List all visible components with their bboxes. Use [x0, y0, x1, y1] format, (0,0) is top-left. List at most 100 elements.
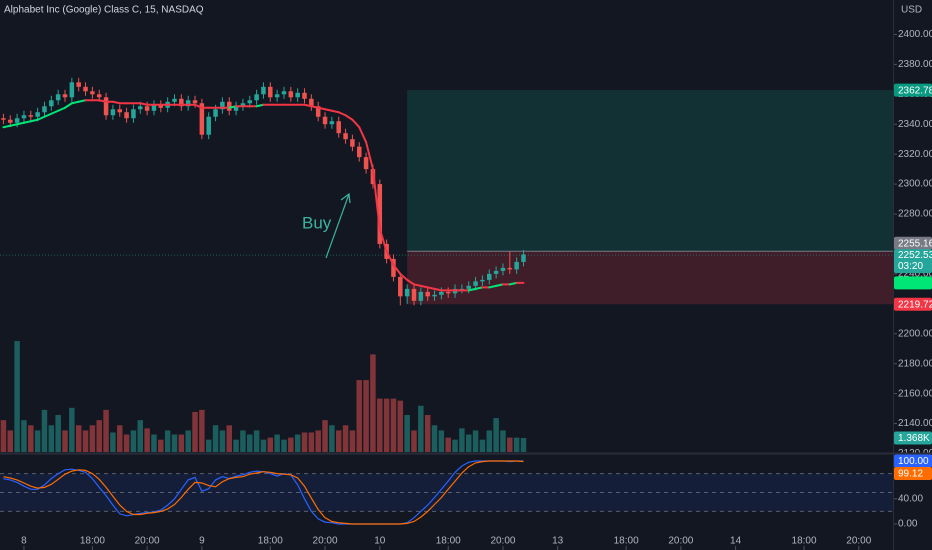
main-layer: [1, 77, 526, 525]
candle-body: [213, 109, 218, 117]
x-tick-label: 18:00: [614, 536, 639, 547]
candle-body: [49, 100, 54, 107]
ema-segment: [43, 112, 53, 118]
volume-bar: [349, 430, 356, 452]
buy-annotation: Buy: [302, 213, 332, 232]
volume-bar: [315, 430, 321, 452]
candle-body: [233, 106, 239, 111]
candle-body: [90, 91, 95, 95]
ema-segment: [488, 284, 498, 289]
ema-segment: [139, 102, 149, 106]
candle-body: [377, 184, 383, 244]
ema-segment: [16, 121, 25, 126]
ema-segment: [371, 168, 381, 230]
volume-bar: [294, 434, 301, 452]
ema-segment: [385, 250, 395, 266]
target-badge-text: 2362.78: [898, 85, 932, 96]
volume-bar: [281, 439, 287, 452]
y-tick-label: 2240.00: [898, 269, 932, 280]
volume-bar: [151, 434, 157, 452]
candle-body: [261, 86, 266, 95]
volume-bar: [199, 409, 205, 452]
candle-body: [240, 103, 246, 107]
candle-body: [309, 98, 314, 107]
candle-body: [172, 98, 177, 102]
candle-body: [247, 100, 253, 104]
volume-bar: [445, 437, 451, 452]
volume-bar: [383, 398, 390, 452]
candle-body: [487, 273, 492, 280]
y-tick-label: 2160.00: [898, 388, 932, 399]
volume-bar: [185, 430, 191, 452]
candle-body: [138, 106, 143, 110]
volume-bar: [308, 432, 315, 452]
candle-body: [1, 118, 6, 120]
ema-segment: [317, 106, 327, 111]
volume-bar: [130, 430, 137, 452]
ema-segment: [57, 106, 67, 112]
volume-badge: [894, 431, 932, 445]
volume-bar: [377, 398, 383, 452]
x-tick-label: 14: [730, 536, 742, 547]
candle-body: [83, 86, 88, 92]
x-tick-label: 20:00: [135, 536, 160, 547]
candle-body: [432, 294, 437, 297]
ema-segment: [2, 124, 12, 129]
stop-badge: [894, 297, 932, 311]
volume-bar: [55, 415, 61, 452]
ema-segment: [303, 103, 313, 108]
candle-body: [199, 103, 205, 135]
candle-body: [404, 288, 410, 297]
candle-body: [398, 276, 403, 297]
x-tick-label: 18:00: [792, 536, 817, 547]
x-tick-label: 20:00: [668, 536, 693, 547]
volume-bar: [171, 434, 178, 452]
candle-body: [35, 112, 40, 117]
candle-body: [158, 104, 164, 108]
ema-segment: [255, 103, 265, 108]
ema-segment: [228, 105, 238, 109]
candle-body: [42, 106, 47, 113]
ema-segment: [426, 286, 436, 290]
volume-bar: [431, 425, 438, 452]
candle-body: [144, 106, 150, 111]
candle-body: [103, 97, 109, 116]
volume-bar: [233, 439, 239, 452]
candle-body: [480, 279, 485, 282]
candle-body: [322, 116, 328, 125]
candle-body: [315, 106, 321, 117]
volume-bar: [137, 420, 144, 452]
candle-body: [131, 109, 136, 119]
candle-body: [363, 157, 369, 170]
volume-bar: [356, 380, 362, 452]
y-tick-label: 2400.00: [898, 29, 932, 40]
ema-segment: [508, 281, 518, 286]
volume-bar: [117, 425, 123, 452]
volume-bar: [390, 398, 397, 452]
ema-segment: [412, 283, 422, 287]
candle-body: [439, 291, 444, 295]
volume-bar: [240, 430, 246, 452]
ema-segment: [22, 120, 32, 124]
candle-body: [336, 121, 341, 134]
ema-segment: [70, 100, 80, 105]
ema-segment: [344, 114, 354, 121]
stoch-y-tick-label: 40.00: [898, 493, 923, 504]
candle-body: [302, 92, 307, 99]
volume-bar: [335, 430, 342, 452]
ema-segment: [474, 286, 484, 290]
volume-bar: [493, 418, 499, 452]
ema-segment: [77, 99, 87, 103]
stoch-k-badge-text: 100.00: [898, 456, 929, 467]
volume-bar: [513, 437, 520, 452]
volume-bar: [370, 354, 376, 452]
ema-segment: [351, 118, 361, 129]
volume-bar: [342, 425, 349, 452]
candle-body: [55, 94, 61, 101]
volume-bar: [479, 439, 486, 452]
ema-segment: [36, 115, 46, 121]
candle-body: [329, 121, 335, 125]
current-price-badge: [894, 249, 932, 274]
candle-body: [466, 285, 471, 289]
ema-segment: [467, 287, 477, 292]
